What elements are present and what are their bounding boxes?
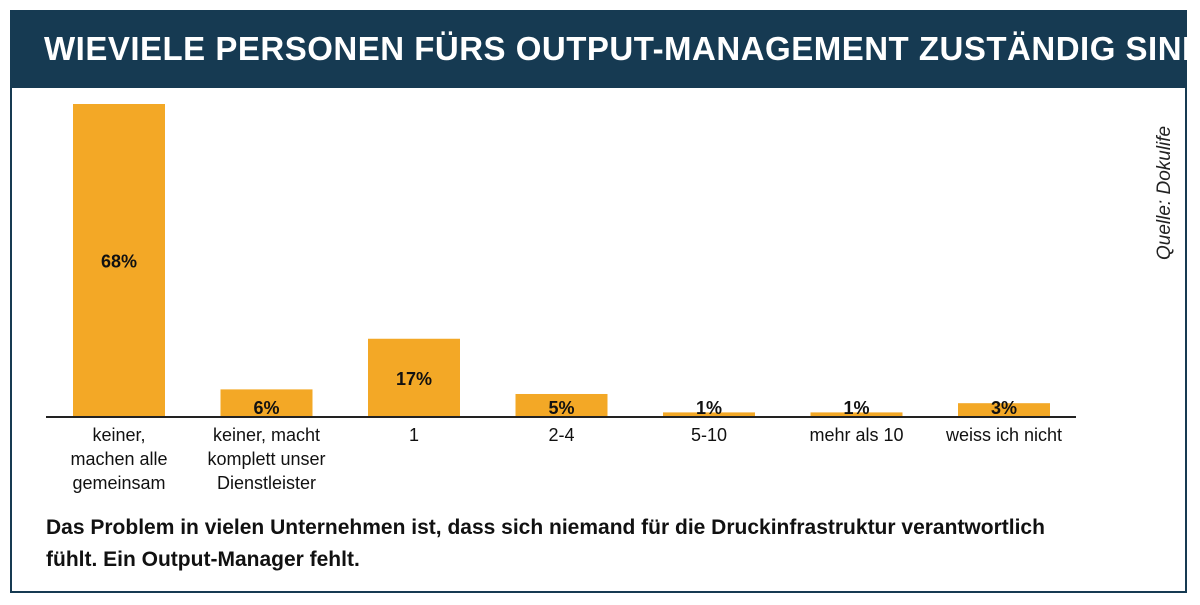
category-label: weiss ich nicht bbox=[945, 425, 1062, 445]
data-label: 3% bbox=[991, 398, 1017, 418]
bar bbox=[368, 338, 460, 417]
source-note: Quelle: Dokulife bbox=[1148, 108, 1178, 268]
data-label: 1% bbox=[843, 398, 869, 418]
data-label: 5% bbox=[548, 398, 574, 418]
source-text: Quelle: Dokulife bbox=[1154, 125, 1175, 260]
category-label-line: Dienstleister bbox=[217, 473, 316, 493]
data-label: 6% bbox=[253, 398, 279, 418]
category-label-line: mehr als 10 bbox=[809, 425, 903, 445]
data-label: 68% bbox=[101, 252, 137, 272]
category-label-line: 5-10 bbox=[691, 425, 727, 445]
category-label-line: gemeinsam bbox=[72, 473, 165, 493]
category-label-line: weiss ich nicht bbox=[945, 425, 1062, 445]
category-label: keiner, machen alle gemeinsam bbox=[70, 425, 167, 493]
chart-frame bbox=[10, 10, 1187, 593]
bar bbox=[220, 389, 313, 417]
bar bbox=[515, 393, 608, 417]
category-label-line: machen alle bbox=[70, 449, 167, 469]
bar bbox=[663, 412, 755, 417]
category-label: keiner, macht komplett unser Dienstleister bbox=[207, 425, 325, 493]
category-label: 5-10 bbox=[691, 425, 727, 445]
category-label: mehr als 10 bbox=[809, 425, 903, 445]
bar bbox=[958, 403, 1050, 417]
data-label: 1% bbox=[696, 398, 722, 418]
category-label: 2-4 bbox=[548, 425, 574, 445]
chart-caption: Das Problem in vielen Unternehmen ist, d… bbox=[46, 516, 1045, 571]
data-label: 17% bbox=[396, 369, 432, 389]
bar bbox=[73, 104, 165, 417]
category-label-line: keiner, macht bbox=[213, 425, 320, 445]
category-label-line: keiner, bbox=[92, 425, 145, 445]
category-label-line: komplett unser bbox=[207, 449, 325, 469]
category-label-line: 2-4 bbox=[548, 425, 574, 445]
chart-title: WIEVIELE PERSONEN FÜRS OUTPUT-MANAGEMENT… bbox=[44, 30, 1200, 67]
bar bbox=[810, 412, 903, 417]
category-label-line: 1 bbox=[409, 425, 419, 445]
title-banner: WIEVIELE PERSONEN FÜRS OUTPUT-MANAGEMENT… bbox=[10, 10, 1200, 88]
category-label: 1 bbox=[409, 425, 419, 445]
